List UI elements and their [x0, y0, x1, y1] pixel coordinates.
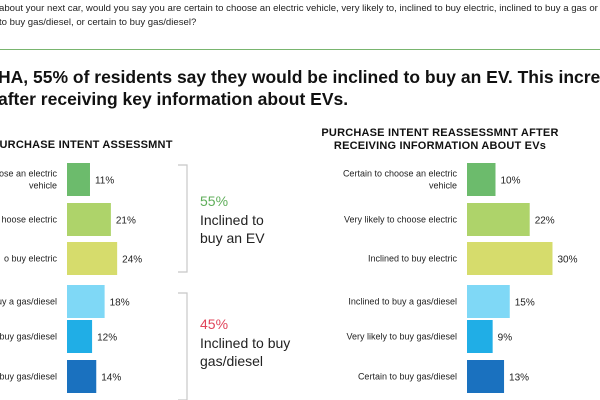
- left-category-certain-ev-line-2: vehicle: [29, 181, 57, 191]
- right-bar-very-likely-gas: [467, 320, 493, 353]
- right-category-very-likely-gas: Very likely to buy gas/diesel: [346, 332, 457, 342]
- ev-share-percent: 55%: [200, 193, 229, 209]
- left-value-very-likely-ev: 21%: [116, 216, 136, 227]
- right-bar-inclined-ev: [467, 242, 553, 275]
- gas-share-percent: 45%: [200, 316, 229, 332]
- gas-callout-text: Inclined to buy gas/diesel: [200, 334, 290, 370]
- left-chart-title: PURCHASE INTENT ASSESSMNT: [0, 139, 173, 152]
- right-chart-title-line-2: RECEIVING INFORMATION ABOUT EVs: [333, 140, 547, 152]
- left-bar-certain-gas: [67, 360, 97, 393]
- right-category-inclined-gas: Inclined to buy a gas/diesel: [348, 297, 457, 307]
- ev-callout-line-2: buy an EV: [200, 230, 265, 246]
- left-category-very-likely-gas: buy gas/diesel: [0, 332, 57, 342]
- right-category-certain-ev-line-2: vehicle: [429, 181, 457, 191]
- right-chart-title: PURCHASE INTENT REASSESSMNT AFTER RECEIVI…: [302, 127, 578, 153]
- right-value-very-likely-gas: 9%: [498, 333, 513, 344]
- right-value-certain-ev: 10%: [501, 176, 521, 187]
- headline-line-2: after receiving key information about EV…: [0, 89, 349, 109]
- ev-callout-line-1: Inclined to: [200, 212, 264, 228]
- ev-group-bracket: [178, 164, 188, 273]
- gas-callout-line-2: gas/diesel: [200, 353, 264, 369]
- left-value-very-likely-gas: 12%: [97, 333, 117, 344]
- ev-callout-text: Inclined to buy an EV: [200, 211, 265, 247]
- left-category-inclined-gas: uy a gas/diesel: [0, 297, 57, 307]
- survey-question: about your next car, would you say you a…: [0, 2, 600, 30]
- left-bar-very-likely-gas: [67, 320, 93, 353]
- left-value-certain-gas: 14%: [101, 373, 121, 384]
- right-bar-very-likely-ev: [467, 203, 530, 236]
- left-category-inclined-ev: o buy electric: [4, 254, 58, 264]
- headline-line-1: HA, 55% of residents say they would be i…: [0, 67, 600, 87]
- gas-callout-line-1: Inclined to buy: [200, 335, 291, 351]
- left-bar-certain-ev: [67, 163, 90, 196]
- right-value-very-likely-ev: 22%: [535, 216, 555, 227]
- right-value-inclined-gas: 15%: [515, 298, 535, 309]
- right-category-inclined-ev: Inclined to buy electric: [368, 254, 458, 264]
- survey-question-line-2: to buy gas/diesel, or certain to buy gas…: [0, 17, 197, 28]
- left-value-inclined-gas: 18%: [110, 298, 130, 309]
- headline: HA, 55% of residents say they would be i…: [0, 66, 600, 110]
- right-value-certain-gas: 13%: [509, 373, 529, 384]
- right-bar-certain-ev: [467, 163, 496, 196]
- left-bar-inclined-ev: [67, 242, 118, 275]
- question-frame: [0, 0, 600, 50]
- gas-group-bracket: [178, 292, 188, 400]
- left-bar-inclined-gas: [67, 285, 105, 318]
- left-category-certain-ev-line-1: ose an electric: [0, 169, 57, 179]
- survey-question-line-1: about your next car, would you say you a…: [0, 3, 600, 14]
- right-category-very-likely-ev: Very likely to choose electric: [344, 215, 458, 225]
- right-value-inclined-ev: 30%: [558, 255, 578, 266]
- left-bar-very-likely-ev: [67, 203, 111, 236]
- right-bar-certain-gas: [467, 360, 505, 393]
- right-category-certain-gas: Certain to buy gas/diesel: [358, 372, 457, 382]
- left-value-inclined-ev: 24%: [122, 255, 142, 266]
- right-bar-inclined-gas: [467, 285, 510, 318]
- left-value-certain-ev: 11%: [95, 176, 114, 187]
- left-category-very-likely-ev: hoose electric: [1, 215, 57, 225]
- left-category-certain-gas: buy gas/diesel: [0, 372, 57, 382]
- left-chart-title-line-1: PURCHASE INTENT ASSESSMNT: [0, 139, 173, 151]
- right-category-certain-ev-line-1: Certain to choose an electric: [343, 169, 458, 179]
- right-chart-title-line-1: PURCHASE INTENT REASSESSMNT AFTER: [321, 127, 559, 139]
